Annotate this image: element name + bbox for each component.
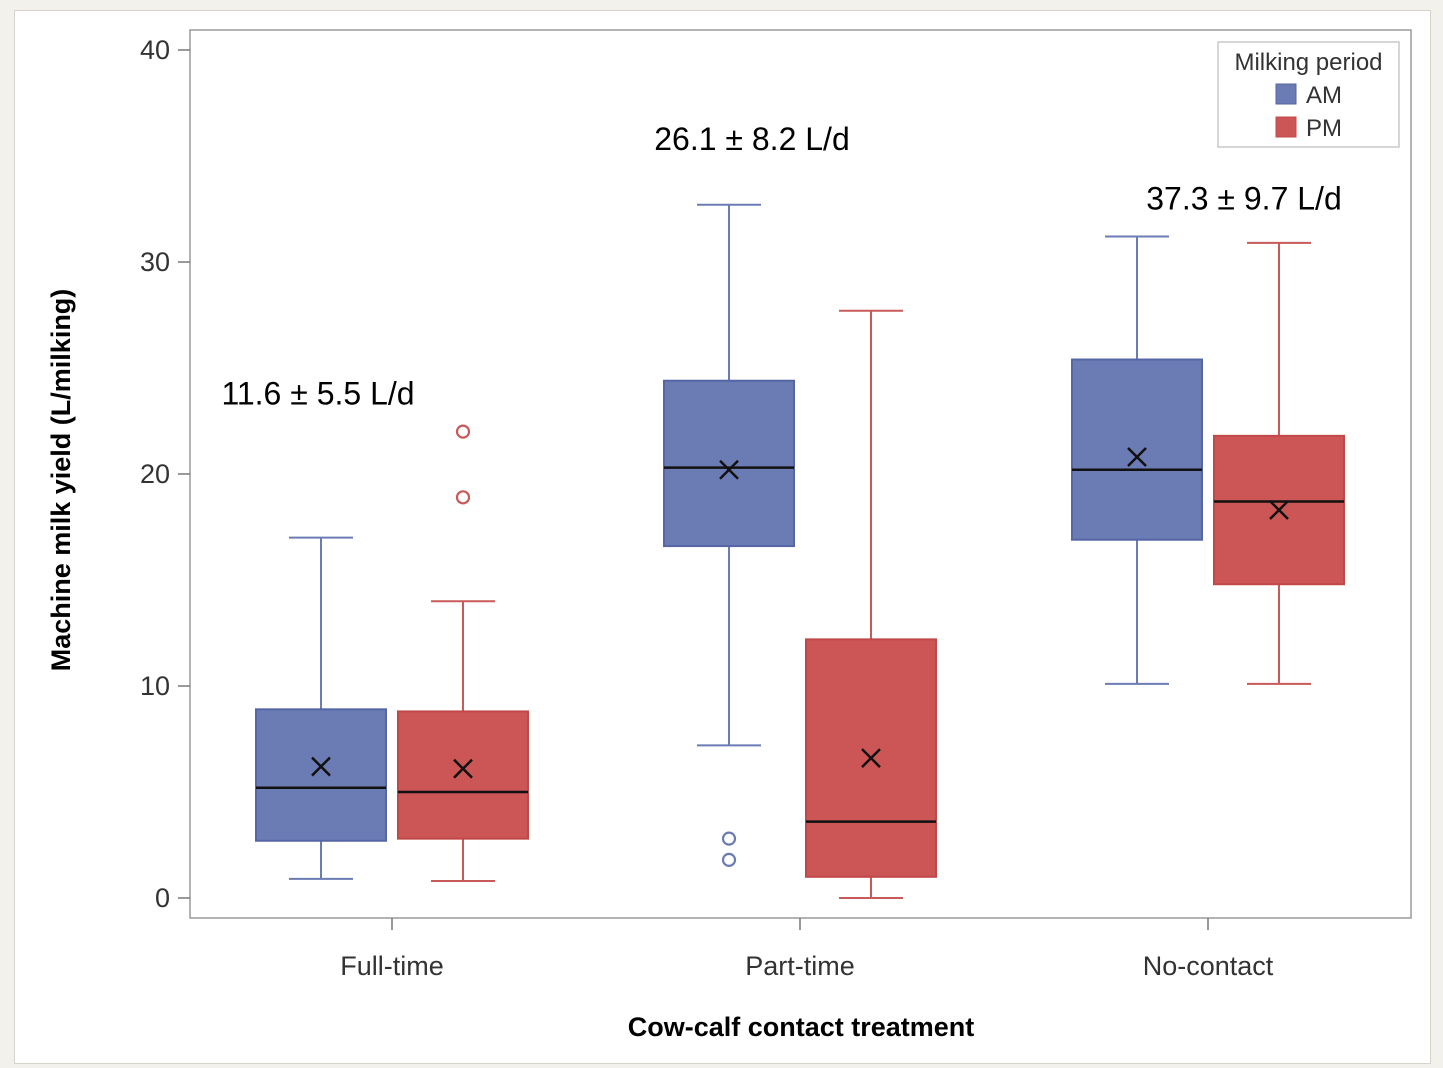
y-tick-label: 40 [140,35,170,65]
y-axis: 0 10 20 30 40 [140,35,190,913]
outlier-point [455,490,471,505]
plot-area [189,29,1412,919]
outlier-point [721,852,737,867]
box-iqr [397,710,529,840]
outlier-point [721,831,737,846]
mean-marker [453,758,473,779]
annotation-part-time: 26.1 ± 8.2 L/d [654,121,849,157]
box-am-part-time [663,203,795,867]
y-tick-label: 20 [140,459,170,489]
annotation-no-contact: 37.3 ± 9.7 L/d [1146,180,1341,216]
mean-marker [861,748,881,768]
x-tick-label: Part-time [745,951,855,981]
legend-title: Milking period [1234,49,1382,76]
mean-marker [719,459,739,480]
x-tick-label: No-contact [1143,951,1274,981]
box-iqr [663,379,795,548]
annotation-full-time: 11.6 ± 5.5 L/d [221,375,414,411]
mean-marker [1269,500,1289,520]
box-pm-full-time [397,424,529,883]
y-tick-label: 0 [155,883,170,913]
x-axis-title: Cow-calf contact treatment [628,1012,975,1042]
legend-label-am: AM [1306,82,1342,109]
outlier-point [455,424,471,439]
legend: Milking period AM PM [1217,41,1400,148]
x-tick-label: Full-time [340,951,444,981]
y-tick-label: 10 [140,671,170,701]
x-axis: Full-time Part-time No-contact [340,918,1274,981]
box-am-no-contact [1071,235,1203,685]
legend-swatch-am [1275,83,1297,105]
box-pm-no-contact [1213,241,1345,685]
box-iqr [1071,358,1203,541]
box-iqr [255,708,387,842]
legend-swatch-pm [1275,116,1297,138]
y-axis-title: Machine milk yield (L/milking) [46,289,76,672]
legend-label-pm: PM [1306,115,1342,142]
box-series [255,203,1345,899]
annotations: 11.6 ± 5.5 L/d 26.1 ± 8.2 L/d 37.3 ± 9.7 L… [221,121,1341,411]
legend-box [1217,41,1400,148]
mean-marker [311,756,331,777]
box-am-full-time [255,536,387,880]
y-tick-label: 30 [140,247,170,277]
box-pm-part-time [805,309,937,899]
mean-marker [1127,447,1147,467]
plot-frame [189,29,1412,919]
